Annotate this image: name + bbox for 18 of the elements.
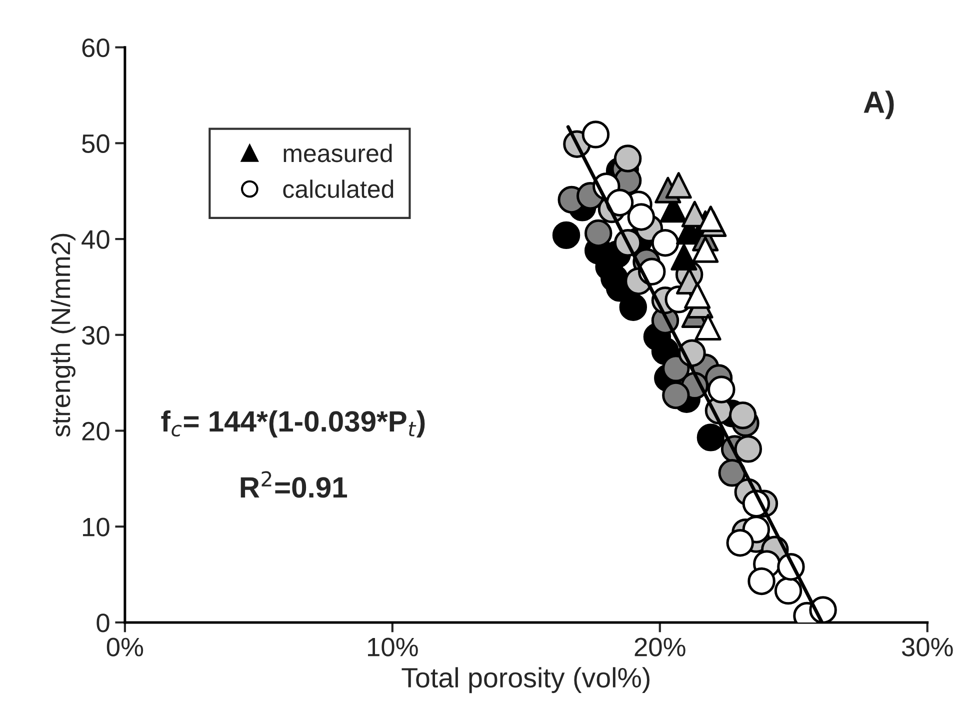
y-axis-title: strength (N/mm2): [50, 234, 76, 437]
y-tick-label: 30: [82, 326, 110, 345]
annotation: A): [864, 90, 894, 120]
legend-label: calculated: [283, 180, 394, 198]
x-tick-label: 10%: [368, 638, 418, 656]
x-tick-label: 0%: [106, 638, 144, 656]
legend-label: measured: [284, 144, 392, 162]
y-tick-label: 50: [82, 134, 110, 153]
x-tick-label: 30%: [902, 638, 953, 656]
y-tick-label: 20: [82, 422, 110, 441]
y-tick-label: 40: [82, 230, 110, 249]
x-tick-label: 20%: [634, 638, 686, 656]
y-tick-label: 60: [82, 38, 110, 58]
annotation: f$_{c}$= 144*(1-0.039*P$_{t}$): [161, 410, 425, 438]
y-tick-label: 10: [83, 518, 110, 536]
y-tick-label: 0: [96, 614, 110, 632]
x-axis-title: Total porosity (vol%): [402, 667, 650, 694]
annotation: R$^{2}$=0.91: [240, 471, 348, 498]
